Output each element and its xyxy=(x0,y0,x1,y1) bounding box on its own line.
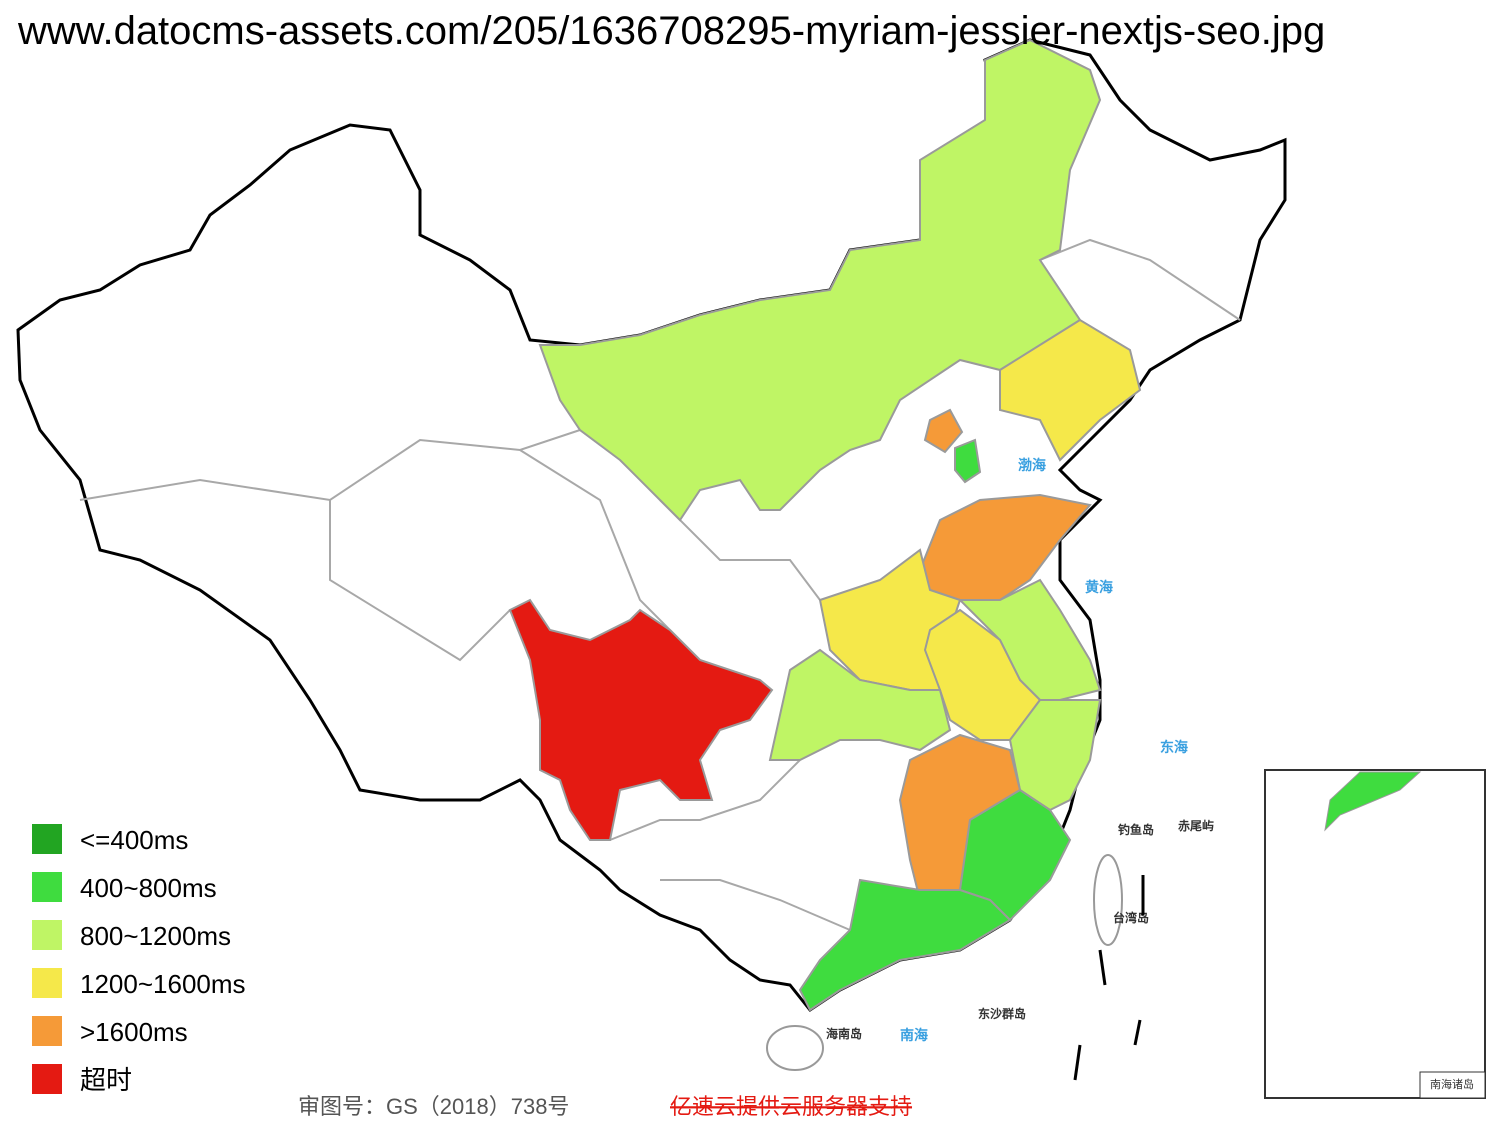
hainan-island xyxy=(766,1025,824,1071)
island-label: 东沙群岛 xyxy=(978,1006,1026,1021)
sea-label: 东海 xyxy=(1160,739,1188,755)
island-label: 钓鱼岛 xyxy=(1118,822,1154,837)
province xyxy=(798,878,1012,1012)
china-outline xyxy=(16,38,1287,1013)
province xyxy=(923,408,964,454)
sea-label: 南海 xyxy=(900,1027,928,1043)
legend-label: 800~1200ms xyxy=(80,921,231,951)
legend-label: 400~800ms xyxy=(80,873,217,903)
legend-swatch xyxy=(32,872,62,902)
province xyxy=(508,598,774,841)
legend: <=400ms 400~800ms 800~1200ms 1200~1600ms >16… xyxy=(32,824,246,1095)
legend-label: <=400ms xyxy=(80,825,188,855)
inset-map: 南海诸岛 xyxy=(1264,769,1486,1099)
province xyxy=(1008,699,1102,812)
province-borders xyxy=(79,238,1241,931)
legend-swatch xyxy=(32,968,62,998)
provinces xyxy=(508,38,1142,1012)
sponsor-note: 亿速云提供云服务器支持 xyxy=(670,1094,912,1119)
province xyxy=(999,318,1142,462)
legend-swatch xyxy=(32,824,62,854)
sea-label: 黄海 xyxy=(1085,579,1113,595)
province xyxy=(954,438,982,484)
inset-title: 南海诸岛 xyxy=(1430,1077,1474,1091)
province xyxy=(768,648,952,761)
island-label: 赤尾屿 xyxy=(1178,818,1214,833)
taiwan-island xyxy=(1093,854,1123,946)
legend-swatch xyxy=(32,920,62,950)
image-url: www.datocms-assets.com/205/1636708295-my… xyxy=(17,9,1325,53)
legend-label: 超时 xyxy=(80,1065,132,1095)
approval-number: 审图号：GS（2018）738号 xyxy=(298,1094,569,1119)
island-label: 海南岛 xyxy=(826,1026,862,1041)
legend-label: 1200~1600ms xyxy=(80,969,246,999)
sea-label: 渤海 xyxy=(1018,457,1046,473)
legend-label: >1600ms xyxy=(80,1017,188,1047)
dashed-boundary xyxy=(1073,875,1145,1081)
province xyxy=(538,38,1102,522)
legend-swatch xyxy=(32,1064,62,1094)
island-label: 台湾岛 xyxy=(1113,910,1149,925)
legend-swatch xyxy=(32,1016,62,1046)
